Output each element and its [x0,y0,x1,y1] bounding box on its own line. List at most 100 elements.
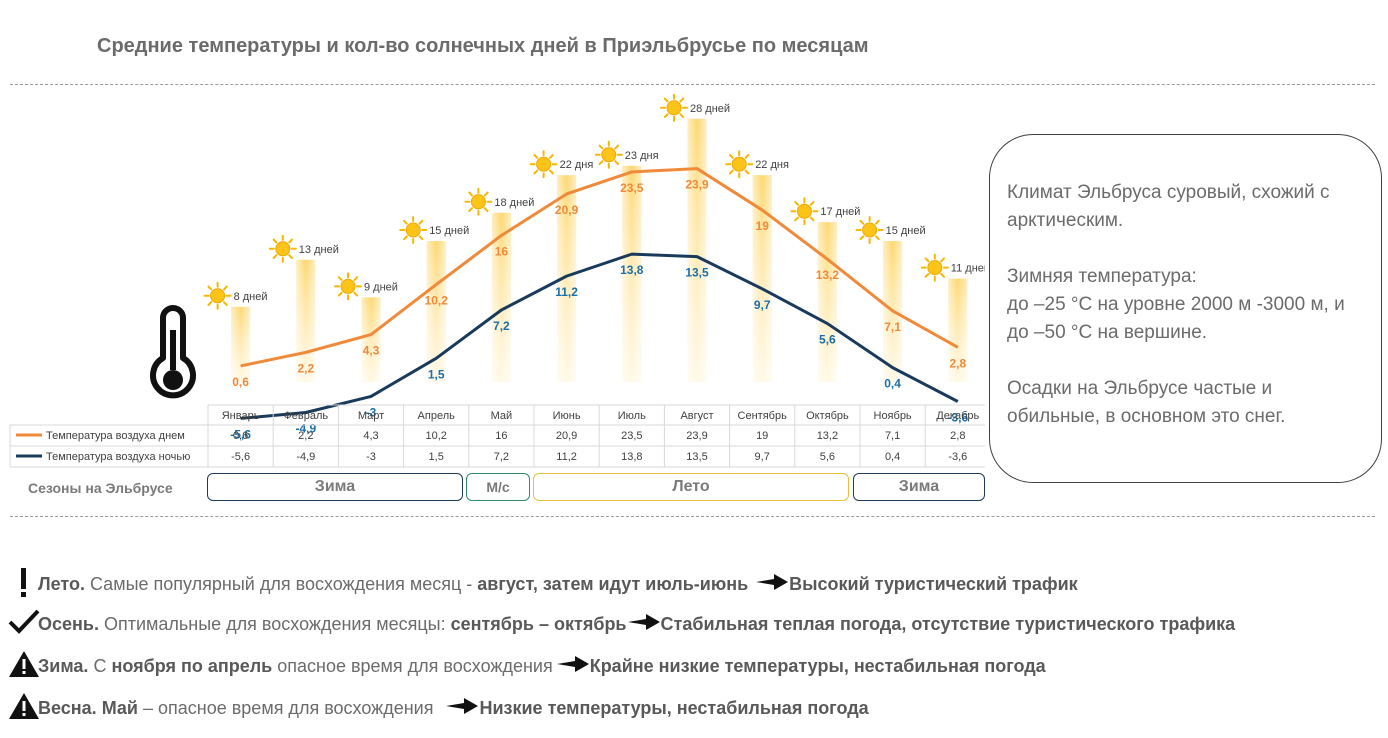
climate-text-2b: до –25 °C на уровне 2000 м -3000 м, и до… [1007,294,1345,343]
note-summer-label: Лето. [38,574,85,594]
table-cell: 1,5 [429,451,444,463]
night-temp-label: 13,5 [685,266,709,280]
night-temp-label: 7,2 [493,319,510,333]
table-cell: -3,6 [948,451,967,463]
exclamation-icon [8,566,38,603]
night-temp-label: 0,4 [884,377,901,391]
day-temp-label: 23,9 [685,178,709,192]
month-label: Октябрь [806,410,849,422]
table-cell: -3 [366,451,376,463]
sun-icon [399,216,428,244]
climate-info-box: Климат Эльбруса суровый, схожий с арктич… [989,134,1382,483]
season-winter-2: Зима [853,473,985,501]
arrow-icon [627,614,660,635]
warning-icon [8,692,39,725]
temperature-chart: 8 дней 13 дней 9 дней 15 дней 18 дней 22 дня 2… [9,93,985,468]
note-autumn-result: Стабильная теплая погода, отсутствие тур… [660,614,1236,634]
month-label: Февраль [283,410,328,422]
table-cell: 20,9 [556,430,577,442]
month-label: Январь [222,410,260,422]
sunny-days-label: 8 дней [234,291,268,303]
month-label: Сентябрь [738,410,788,422]
note-autumn-text: Оптимальные для восхождения месяцы: [98,614,451,634]
table-cell: 4,3 [363,430,378,442]
month-label: Август [680,410,713,422]
climate-text-2a: Зимняя температура: [1007,266,1197,287]
month-label: Март [358,410,384,422]
note-winter: Зима. С ноября по апрель опасное время д… [8,650,1046,683]
table-cell: 2,8 [950,430,965,442]
note-spring-text2: – опасное время для восхождения [137,698,439,718]
note-winter-text: С [88,656,112,676]
table-cell: 9,7 [755,451,770,463]
season-winter-2-label: Зима [898,478,940,495]
note-summer: Лето. Самые популярный для восхождения м… [8,566,1078,603]
note-summer-text: Самые популярный для восхождения месяц - [84,574,478,594]
note-spring: Весна. Май – опасное время для восхожден… [8,692,869,725]
month-label: Июль [618,410,646,422]
sunny-days-bar-shade [231,306,251,382]
table-cell: 7,2 [494,451,509,463]
sunny-days-bar-shade [948,278,968,382]
table-cell: 13,5 [686,451,707,463]
season-offseason: М/с [466,473,530,501]
note-winter-result: Крайне низкие температуры, нестабильная … [589,656,1046,676]
sun-icon [334,272,362,301]
sunny-days-bar-shade [622,165,642,382]
arrow-icon [756,574,789,595]
day-temp-label: 2,2 [297,361,314,375]
table-cell: 0,6 [233,430,248,442]
sunny-days-label: 22 дня [560,159,594,171]
sun-icon [203,281,232,310]
sunny-days-bar-shade [361,297,381,382]
night-temp-label: 5,6 [819,333,836,347]
month-label: Май [491,410,513,422]
divider-bottom [10,516,1375,517]
arrow-icon [446,698,479,719]
table-cell: 11,2 [556,451,577,463]
month-label: Ноябрь [874,410,912,422]
sunny-days-bar-shade [817,222,837,382]
arrow-icon [556,656,589,677]
sunny-days-label: 18 дней [494,197,534,209]
sunny-days-bar-shade [426,241,446,382]
night-temp-label: 9,7 [754,298,771,312]
sunny-days-label: 9 дней [364,281,398,293]
season-offseason-label: М/с [486,479,510,495]
night-temperature-line [240,252,959,420]
table-cell: 5,6 [820,451,835,463]
thermometer-icon [150,305,196,399]
climate-text-3: Осадки на Эльбрусе частые и обильные, в … [1007,378,1286,427]
table-cell: 7,1 [885,430,900,442]
sunny-days-label: 15 дней [886,225,926,237]
sunny-days-label: 13 дней [299,244,339,256]
divider-top [10,84,1375,85]
note-summer-result: Высокий туристический трафик [789,574,1078,594]
day-temp-label: 7,1 [884,320,901,334]
night-temp-label: -3,6 [947,410,968,424]
season-summer-label: Лето [672,478,710,495]
warning-icon [8,650,39,683]
sun-icon [920,253,949,282]
sunny-days-label: 23 дня [625,150,659,162]
month-label: Июнь [553,410,581,422]
seasons-label: Сезоны на Эльбрусе [28,480,173,496]
day-temp-label: 13,2 [816,268,840,282]
table-cell: 23,5 [621,430,642,442]
sunny-days-label: 11 дней [951,263,985,275]
table-cell: 16 [495,430,507,442]
sun-icon [594,140,623,169]
sunny-days-bar-shade [752,175,772,382]
day-temp-label: 19 [756,219,770,233]
day-temp-label: 0,6 [232,375,249,389]
day-temp-label: 16 [495,244,509,258]
day-temp-label: 23,5 [620,181,644,195]
sunny-days-label: 17 дней [820,206,860,218]
sun-icon [268,234,297,263]
table-cell: -4,9 [296,451,315,463]
note-spring-label: Весна. [38,698,97,718]
season-summer: Лето [533,473,849,501]
sun-icon [725,150,754,179]
month-label: Декабрь [936,410,979,422]
table-cell: 2,2 [298,430,313,442]
